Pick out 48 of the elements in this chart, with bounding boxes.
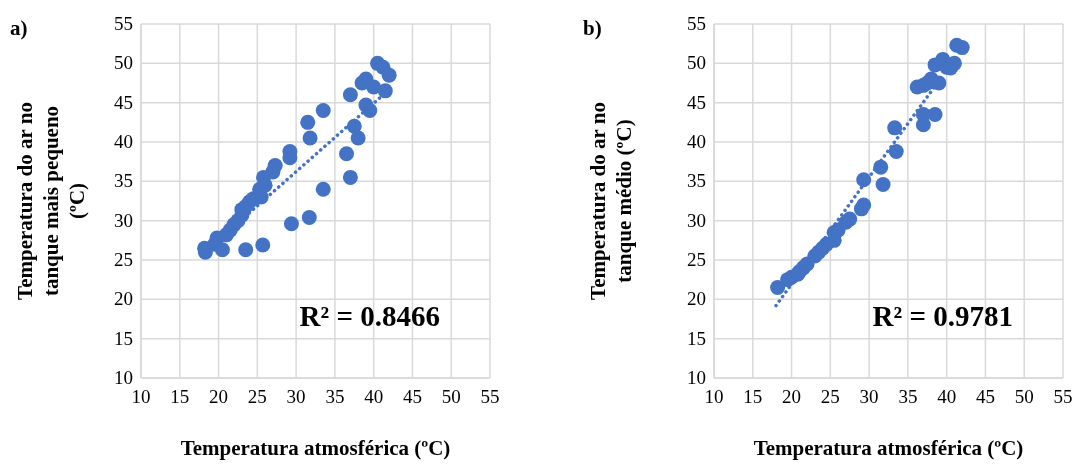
y-tick-label: 15 — [114, 327, 133, 349]
x-tick-label: 10 — [131, 386, 151, 407]
x-tick-label: 40 — [937, 386, 957, 407]
x-tick-label: 35 — [898, 386, 918, 407]
x-tick-label: 45 — [975, 386, 995, 407]
y-tick-label: 40 — [114, 131, 133, 152]
x-tick-label: 50 — [1014, 386, 1034, 407]
x-tick-label: 15 — [170, 386, 190, 407]
chart-title: b) — [583, 16, 602, 40]
annotation: R² = 0.9781 — [872, 300, 1013, 333]
y-tick-label: 30 — [114, 209, 133, 231]
x-axis-title: Temperatura atmosférica (ºC) — [180, 436, 451, 460]
chart-title: a) — [10, 16, 28, 40]
y-tick-label: 35 — [687, 170, 706, 192]
y-tick-label: 40 — [687, 131, 706, 152]
y-tick-label: 20 — [114, 288, 133, 310]
x-tick-label: 55 — [1053, 386, 1073, 407]
x-tick-label: 55 — [480, 386, 500, 407]
x-tick-label: 35 — [325, 386, 345, 407]
y-axis-title: Temperatura do ar no tanque mais pequeno (ºC) — [13, 102, 89, 300]
y-axis-title: Temperatura do ar no tanque médio (ºC) — [586, 102, 636, 300]
y-tick-label: 30 — [687, 209, 706, 231]
x-tick-label: 25 — [820, 386, 840, 407]
y-tick-label: 45 — [114, 91, 133, 113]
x-tick-label: 45 — [402, 386, 422, 407]
x-tick-label: 20 — [782, 386, 802, 407]
y-tick-label: 45 — [687, 91, 706, 113]
y-tick-label: 20 — [687, 288, 706, 310]
x-tick-label: 20 — [209, 386, 229, 407]
y-tick-label: 50 — [687, 52, 706, 74]
x-tick-label: 10 — [704, 386, 724, 407]
x-tick-label: 30 — [859, 386, 879, 407]
y-tick-label: 35 — [114, 170, 133, 192]
x-tick-label: 30 — [286, 386, 306, 407]
y-tick-label: 25 — [114, 249, 133, 270]
y-tick-label: 10 — [687, 367, 706, 388]
annotation: R² = 0.8466 — [299, 300, 440, 333]
x-tick-label: 40 — [364, 386, 384, 407]
y-tick-label: 55 — [687, 13, 706, 34]
y-tick-label: 50 — [114, 52, 133, 74]
y-tick-label: 25 — [687, 249, 706, 270]
y-tick-label: 15 — [687, 327, 706, 349]
y-tick-label: 55 — [114, 13, 133, 34]
x-tick-label: 50 — [441, 386, 461, 407]
y-tick-label: 10 — [114, 367, 133, 388]
x-tick-label: 15 — [743, 386, 763, 407]
x-axis-title: Temperatura atmosférica (ºC) — [753, 436, 1024, 460]
x-tick-label: 25 — [247, 386, 267, 407]
